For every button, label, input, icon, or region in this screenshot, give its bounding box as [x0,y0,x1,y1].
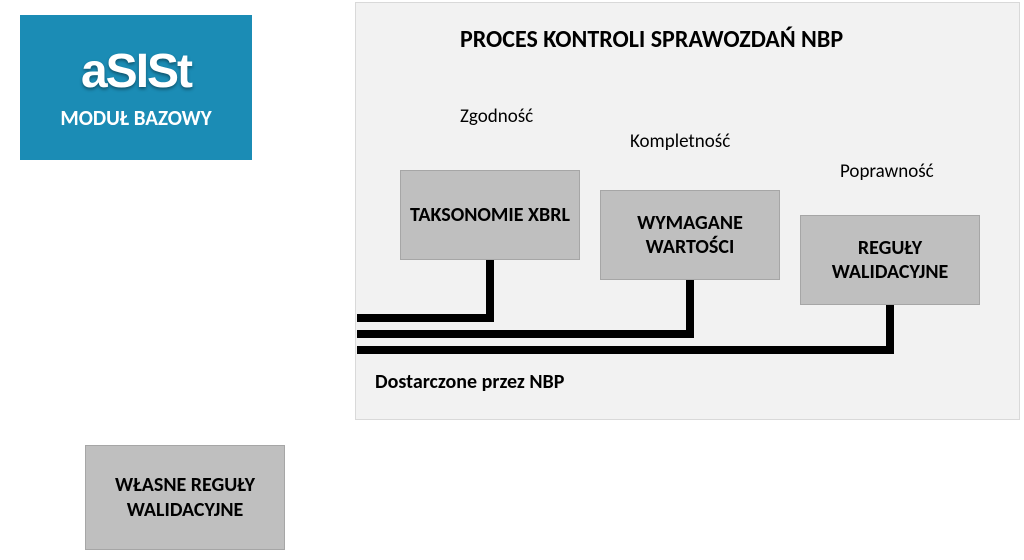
logo-part-t: t [177,45,191,98]
logo-subtitle: MODUŁ BAZOWY [60,105,211,131]
connector-h2 [357,330,694,338]
step-label-1: Zgodność [460,105,533,128]
logo-part-sis: SIS [106,45,177,98]
step-box-3: REGUŁY WALIDACYJNE [800,215,980,305]
step-box-2: WYMAGANE WARTOŚCI [600,190,780,280]
step-box-1: TAKSONOMIE XBRL [400,170,580,260]
logo-part-a: a [81,45,106,98]
step-label-3: Poprawność [840,160,934,183]
step-label-2: Kompletność [630,130,730,153]
process-title: PROCES KONTROLI SPRAWOZDAŃ NBP [460,25,843,54]
own-rules-box: WŁASNE REGUŁY WALIDACYJNE [85,445,285,550]
footer-text: Dostarczone przez NBP [375,370,564,394]
connector-h1 [357,314,494,322]
connector-step1-vert [486,260,494,322]
logo-brand: aSISt [81,44,191,99]
connector-h3 [357,346,894,354]
logo-block: aSISt MODUŁ BAZOWY [20,15,252,160]
